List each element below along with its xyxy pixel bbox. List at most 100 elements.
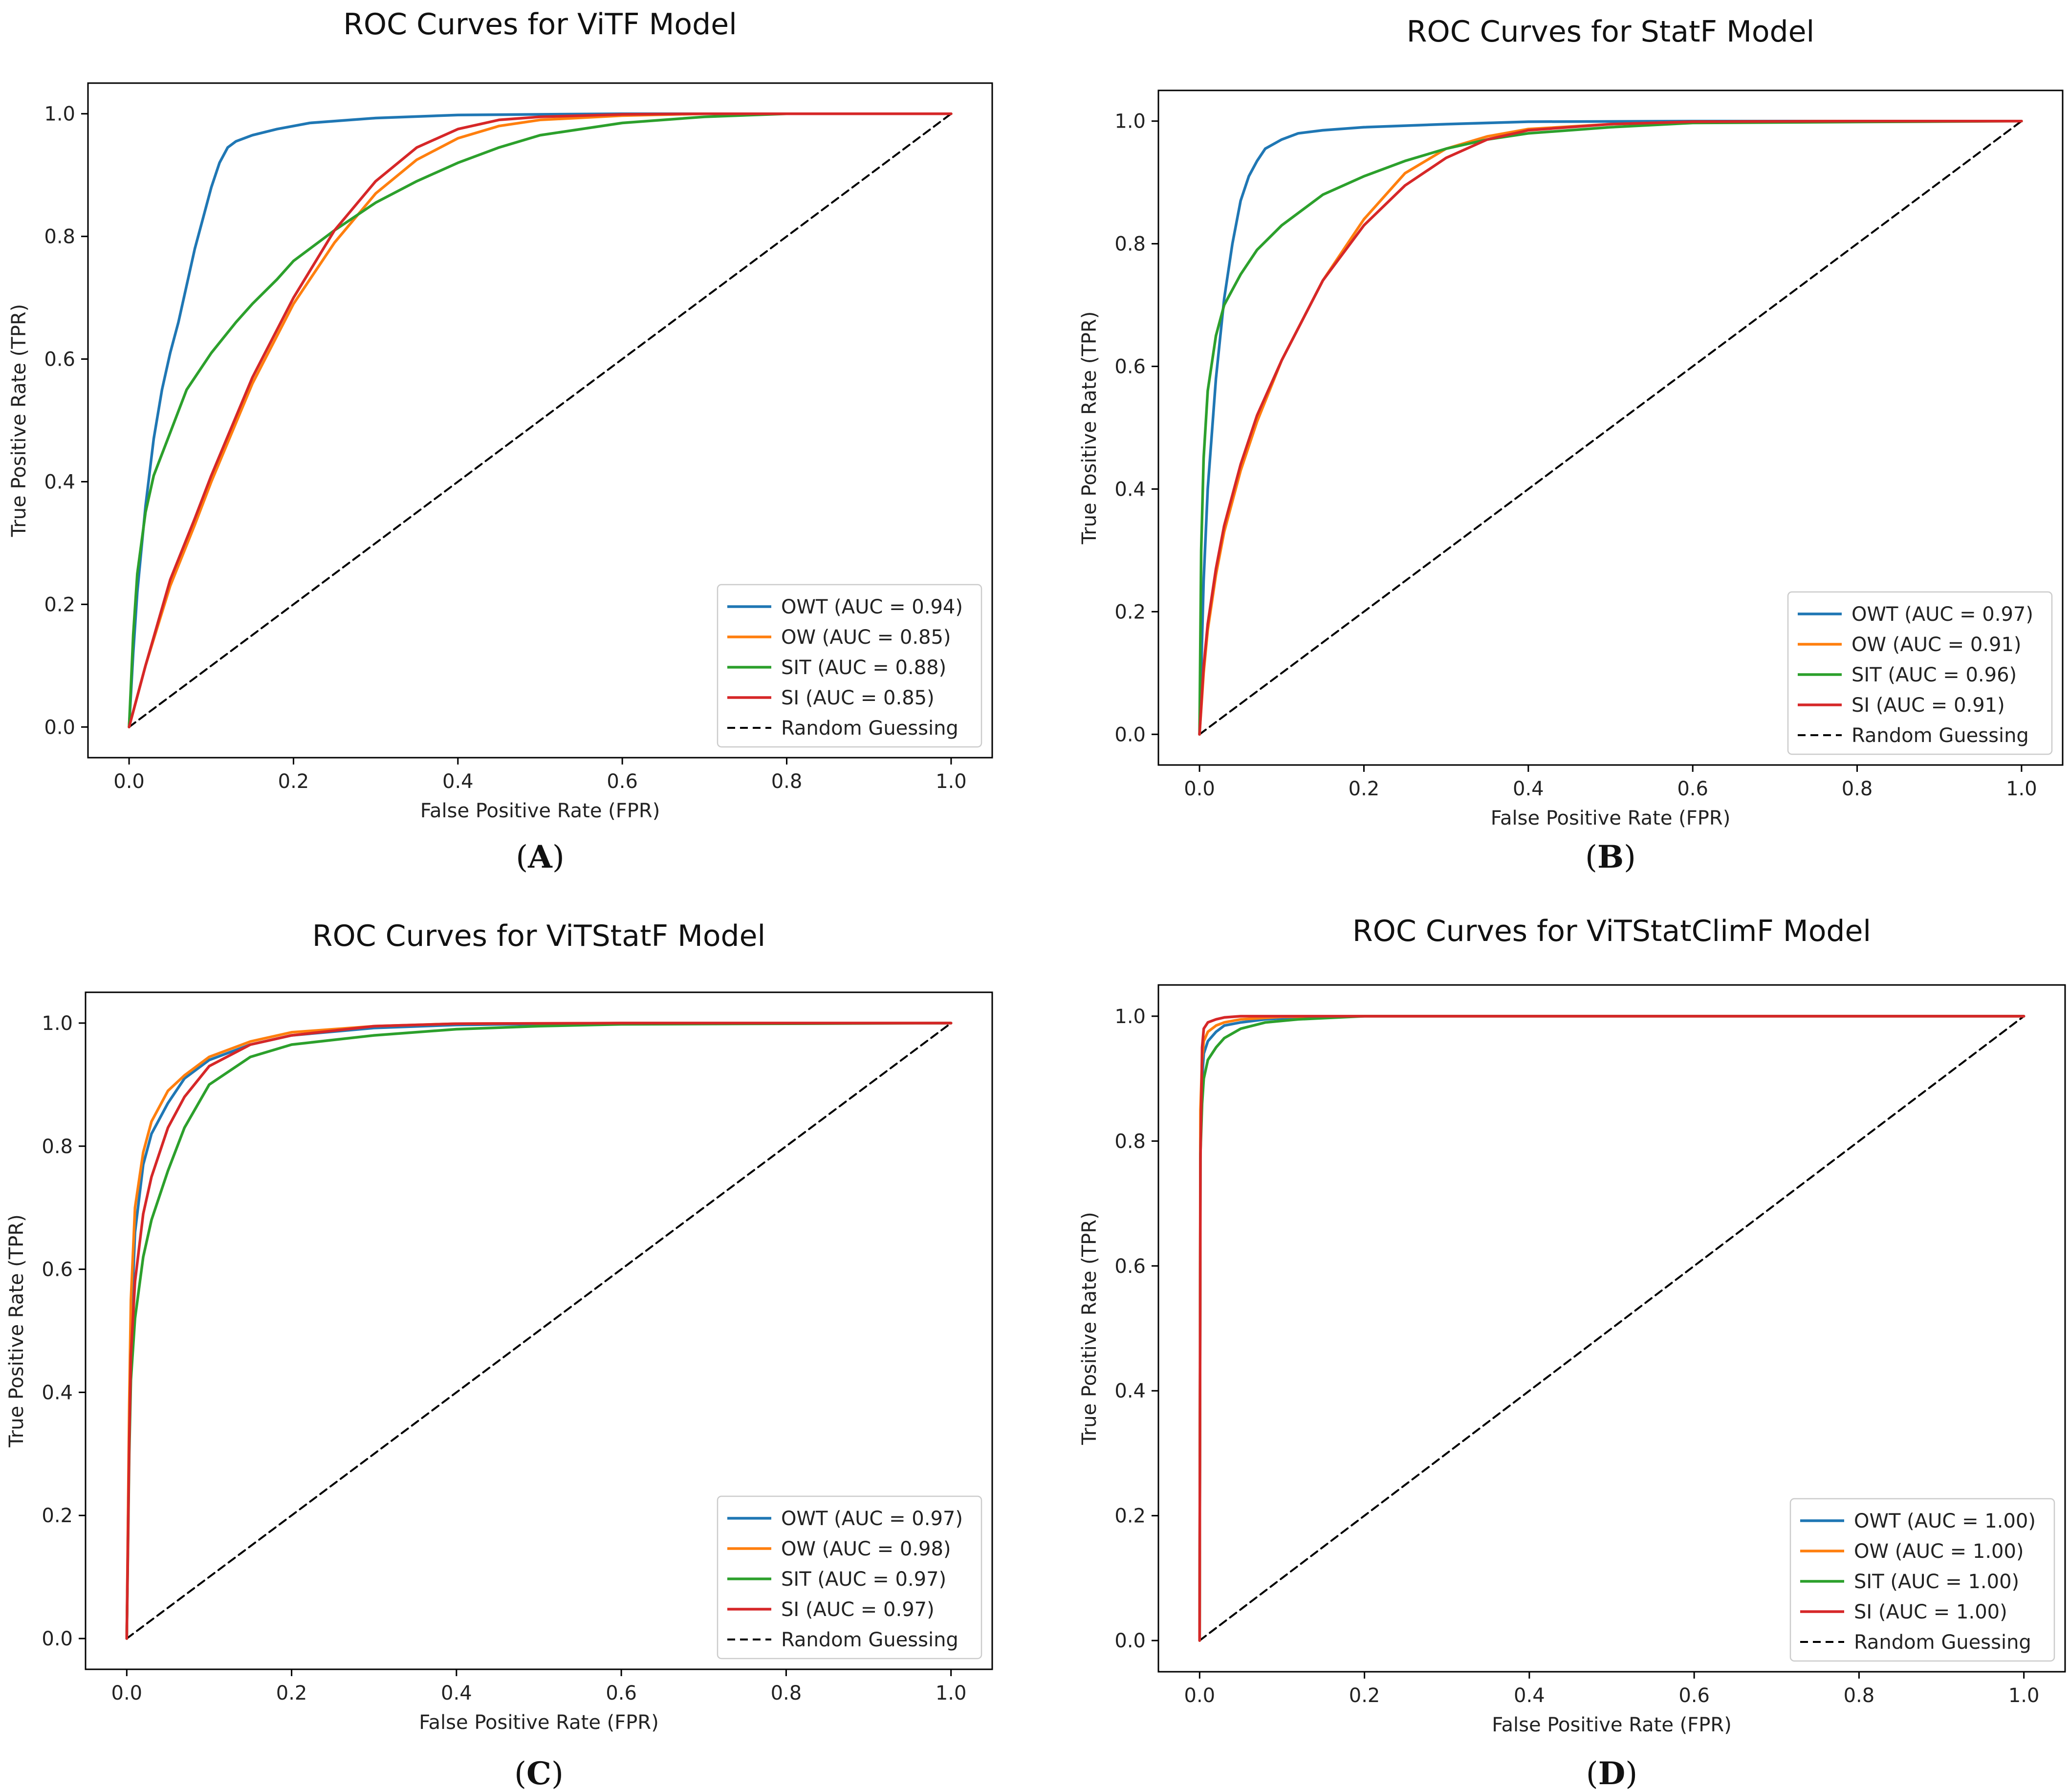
legend-label-si: SI (AUC = 1.00)	[1854, 1601, 2007, 1623]
y-tick-label: 0.6	[42, 1259, 73, 1281]
y-tick-label: 0.0	[1114, 723, 1146, 746]
series-line-si	[125, 1022, 953, 1640]
x-tick-label: 0.4	[442, 770, 474, 793]
x-tick-label: 0.2	[1349, 1684, 1380, 1707]
y-tick-label: 1.0	[1114, 110, 1146, 133]
y-tick-label: 0.4	[1114, 478, 1146, 501]
legend-label-ow: OW (AUC = 1.00)	[1854, 1540, 2024, 1563]
caption-letter: D	[1598, 1755, 1626, 1792]
y-tick-label: 0.8	[1114, 1130, 1146, 1153]
plot-area-frame	[87, 82, 993, 759]
legend: OWT (AUC = 1.00) OW (AUC = 1.00) SIT (AUC …	[1789, 1498, 2055, 1662]
series-line-si	[128, 112, 953, 729]
x-tick-label: 1.0	[2006, 778, 2037, 800]
y-tick-label: 0.4	[42, 1381, 73, 1404]
legend-label-sit: SIT (AUC = 0.88)	[781, 656, 946, 679]
y-tick-label: 1.0	[44, 103, 75, 126]
x-tick-label: 0.8	[771, 1682, 802, 1705]
legend-label-owt: OWT (AUC = 1.00)	[1854, 1510, 2036, 1532]
legend: OWT (AUC = 0.97) OW (AUC = 0.98) SIT (AUC …	[717, 1495, 982, 1660]
y-tick-label: 0.8	[1114, 233, 1146, 256]
legend-box	[717, 1495, 982, 1660]
series-line-sit	[128, 112, 953, 729]
x-axis-label: False Positive Rate (FPR)	[1492, 1714, 1732, 1736]
plot-area-frame	[1157, 89, 2064, 766]
x-tick-label: 0.8	[771, 770, 803, 793]
caption-open-paren: (	[1585, 839, 1597, 875]
y-tick-label: 0.2	[1114, 601, 1146, 623]
chart-title: ROC Curves for ViTF Model	[343, 7, 737, 42]
x-tick-label: 0.4	[1514, 1684, 1545, 1707]
x-tick-label: 0.2	[278, 770, 309, 793]
chart-title: ROC Curves for ViTStatClimF Model	[1352, 914, 1871, 948]
caption-letter: C	[526, 1755, 551, 1792]
panel-caption: (B)	[1585, 839, 1636, 875]
x-tick-label: 0.8	[1842, 778, 1873, 800]
x-tick-label: 1.0	[2008, 1684, 2040, 1707]
panel-A: ROC Curves for ViTF Model 0.0 0.2 0.4 0.6 0.8…	[8, 7, 993, 875]
x-tick-label: 0.4	[441, 1682, 472, 1705]
x-tick-label: 0.6	[1677, 778, 1708, 800]
caption-letter: A	[527, 839, 553, 875]
y-axis-label: True Positive Rate (TPR)	[5, 1214, 28, 1448]
caption-close-paren: )	[1625, 1756, 1637, 1792]
panel-D: ROC Curves for ViTStatClimF Model 0.0 0.2 0…	[1078, 914, 2066, 1792]
y-tick-label: 1.0	[1114, 1005, 1146, 1028]
x-tick-label: 0.6	[606, 1682, 637, 1705]
x-tick-label: 0.0	[113, 770, 145, 793]
panel-C: ROC Curves for ViTStatF Model 0.0 0.2 0.4 0.…	[5, 919, 993, 1792]
legend-label-ow: OW (AUC = 0.98)	[781, 1538, 951, 1560]
chart-title: ROC Curves for StatF Model	[1407, 15, 1814, 49]
legend-label-ow: OW (AUC = 0.91)	[1851, 634, 2022, 656]
y-axis-label: True Positive Rate (TPR)	[8, 304, 30, 538]
series-line-random-guessing	[1198, 1015, 2025, 1642]
legend-label-random-guessing: Random Guessing	[1854, 1631, 2031, 1654]
x-tick-label: 1.0	[936, 1682, 967, 1705]
legend-label-si: SI (AUC = 0.91)	[1851, 694, 2005, 717]
legend-box	[717, 584, 982, 748]
y-tick-label: 0.0	[42, 1628, 73, 1650]
caption-open-paren: (	[514, 1756, 526, 1792]
panel-caption: (A)	[516, 839, 565, 875]
y-tick-label: 0.6	[1114, 356, 1146, 378]
x-tick-label: 0.0	[1184, 778, 1215, 800]
series-line-si	[1198, 1015, 2025, 1642]
x-axis-label: False Positive Rate (FPR)	[420, 800, 660, 822]
series-line-sit	[1198, 119, 2023, 736]
legend-box	[1787, 591, 2053, 755]
legend-label-random-guessing: Random Guessing	[781, 717, 958, 740]
y-tick-label: 0.2	[42, 1505, 73, 1527]
x-tick-label: 0.2	[1349, 778, 1380, 800]
x-tick-label: 0.0	[1184, 1684, 1216, 1707]
y-tick-label: 0.6	[44, 349, 75, 371]
y-tick-label: 0.2	[1114, 1505, 1146, 1528]
x-tick-label: 0.0	[111, 1682, 143, 1705]
x-axis-label: False Positive Rate (FPR)	[1491, 807, 1731, 830]
y-tick-label: 0.0	[44, 716, 75, 739]
legend-label-owt: OWT (AUC = 0.97)	[781, 1508, 963, 1530]
y-tick-label: 0.0	[1114, 1630, 1146, 1652]
legend-label-owt: OWT (AUC = 0.94)	[781, 596, 963, 618]
x-tick-label: 0.8	[1844, 1684, 1875, 1707]
caption-close-paren: )	[551, 1756, 564, 1792]
series-line-sit	[125, 1022, 953, 1640]
legend-label-sit: SIT (AUC = 0.96)	[1851, 664, 2017, 686]
legend-label-sit: SIT (AUC = 0.97)	[781, 1568, 946, 1591]
y-axis-label: True Positive Rate (TPR)	[1078, 311, 1101, 545]
legend-box	[1789, 1498, 2055, 1662]
y-tick-label: 0.2	[44, 593, 75, 616]
y-tick-label: 0.6	[1114, 1255, 1146, 1278]
panel-caption: (C)	[514, 1755, 564, 1792]
x-tick-label: 0.4	[1513, 778, 1544, 800]
panel-B: ROC Curves for StatF Model 0.0 0.2 0.4 0.6 0.…	[1078, 15, 2064, 875]
legend: OWT (AUC = 0.94) OW (AUC = 0.85) SIT (AUC …	[717, 584, 982, 748]
series-line-random-guessing	[1198, 120, 2023, 736]
y-tick-label: 1.0	[42, 1012, 73, 1035]
plot-area-frame	[85, 991, 993, 1670]
legend-label-si: SI (AUC = 0.85)	[781, 687, 935, 709]
x-tick-label: 0.6	[607, 770, 638, 793]
caption-open-paren: (	[1586, 1756, 1598, 1792]
series-line-si	[1198, 119, 2023, 736]
y-tick-label: 0.8	[42, 1136, 73, 1158]
series-line-owt	[1198, 119, 2023, 736]
